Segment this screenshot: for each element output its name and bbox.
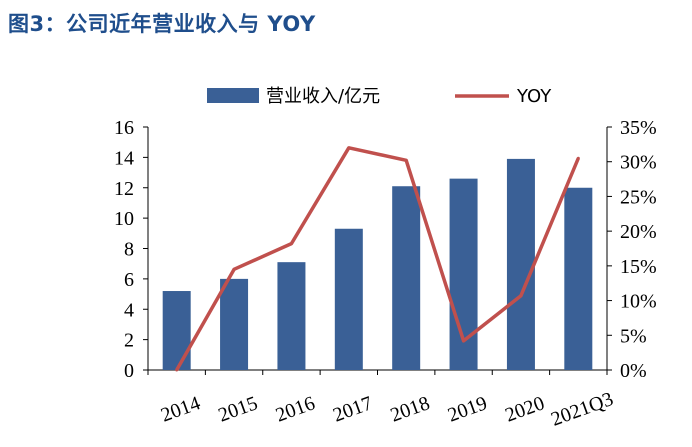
- x-tick-label: 2019: [445, 392, 490, 426]
- x-tick-label: 2016: [273, 392, 318, 426]
- revenue-bar: [334, 228, 363, 370]
- yoy-point: [232, 267, 236, 271]
- yoy-point: [519, 294, 523, 298]
- right-tick-label: 30%: [620, 152, 657, 174]
- right-tick-label: 0%: [620, 360, 647, 382]
- x-tick-label: 2017: [330, 392, 375, 426]
- x-tick-label: 2018: [388, 392, 433, 426]
- yoy-line: [175, 146, 580, 371]
- left-tick-label: 4: [124, 299, 134, 321]
- yoy-point: [289, 242, 293, 246]
- revenue-bar: [564, 187, 593, 370]
- right-tick-label: 15%: [620, 256, 657, 278]
- revenue-bar: [506, 158, 535, 370]
- right-tick-label: 10%: [620, 291, 657, 313]
- revenue-bar: [277, 262, 306, 370]
- yoy-point: [175, 368, 179, 372]
- right-tick-label: 25%: [620, 186, 657, 208]
- revenue-bar: [392, 186, 421, 370]
- revenue-bar: [162, 291, 191, 370]
- legend-label-yoy: YOY: [516, 86, 552, 107]
- legend-label-revenue: 营业收入/亿元: [266, 86, 380, 107]
- left-tick-label: 14: [114, 147, 134, 169]
- legend-swatch-revenue: [207, 88, 259, 103]
- left-tick-label: 6: [124, 269, 134, 291]
- left-tick-label: 16: [114, 117, 134, 139]
- chart-title: 图3：公司近年营业收入与 YOY: [8, 12, 316, 36]
- x-tick-label: 2020: [502, 392, 547, 426]
- yoy-point: [462, 339, 466, 343]
- x-tick-label: 2014: [158, 392, 203, 426]
- x-tick-label: 2015: [215, 392, 260, 426]
- right-tick-label: 35%: [620, 117, 657, 139]
- left-tick-label: 8: [124, 239, 134, 261]
- x-tick-label: 2021Q3: [548, 388, 616, 431]
- left-tick-label: 2: [124, 330, 134, 352]
- revenue-bar: [220, 278, 249, 370]
- left-tick-label: 0: [124, 360, 134, 382]
- right-tick-label: 5%: [620, 325, 647, 347]
- yoy-point: [576, 156, 580, 160]
- left-tick-label: 10: [114, 208, 134, 230]
- left-tick-label: 12: [114, 178, 134, 200]
- right-tick-label: 20%: [620, 221, 657, 243]
- yoy-point: [404, 158, 408, 162]
- yoy-point: [347, 146, 351, 150]
